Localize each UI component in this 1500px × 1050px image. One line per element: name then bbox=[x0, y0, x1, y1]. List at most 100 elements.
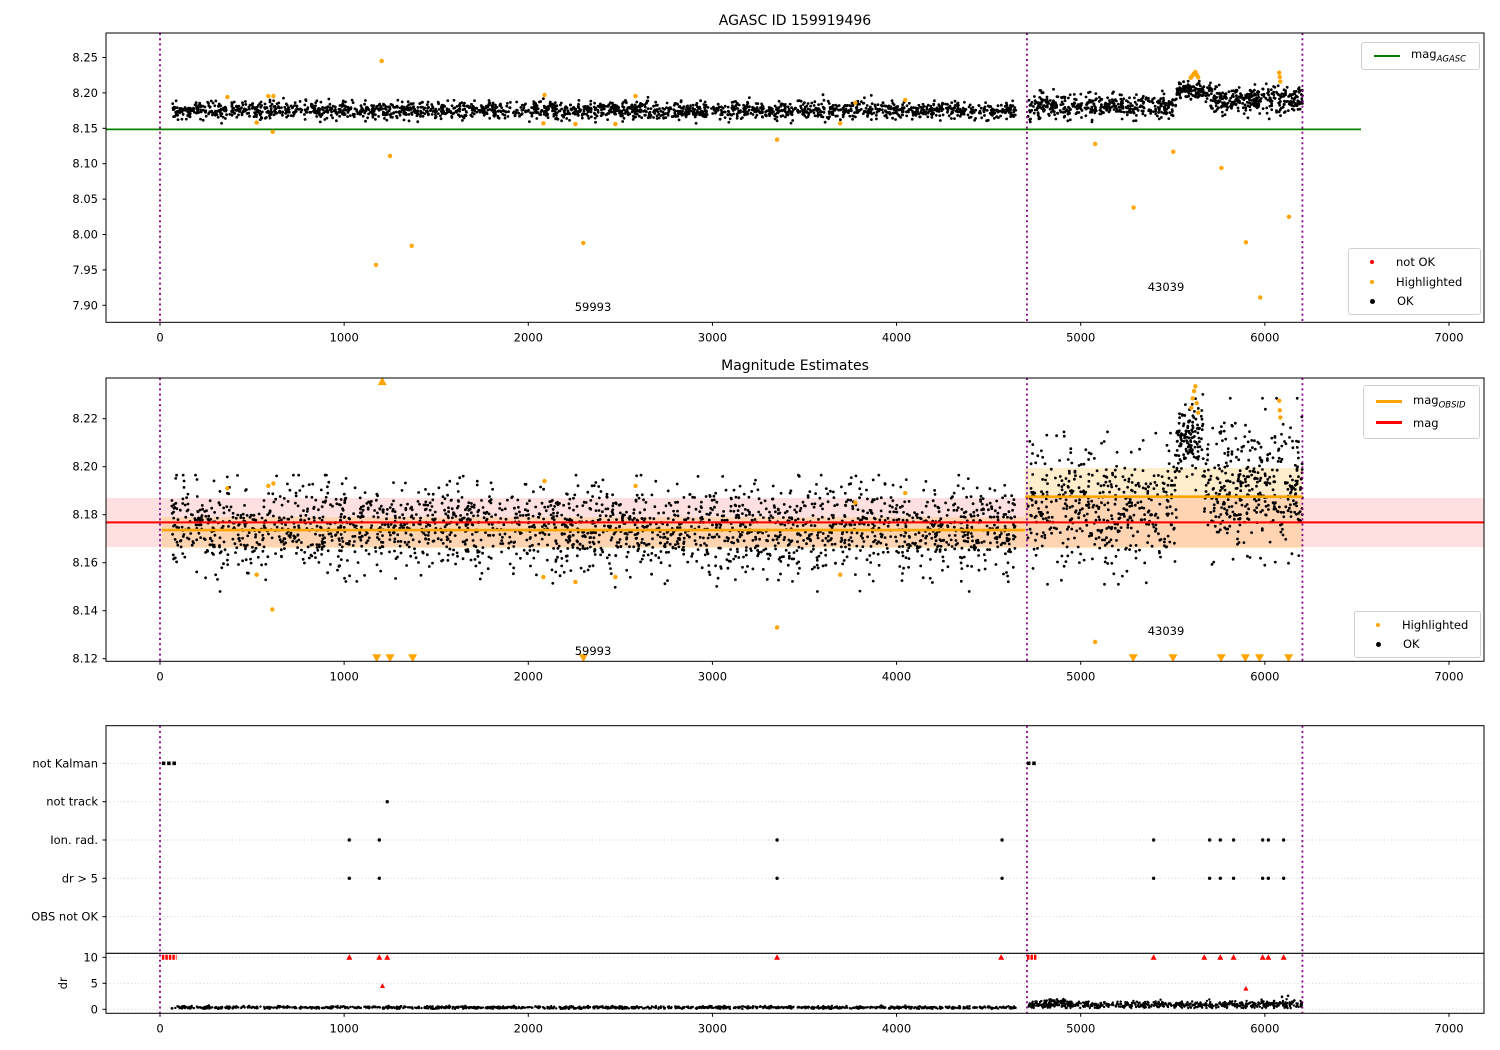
ok-point bbox=[703, 109, 707, 113]
ok-point bbox=[1094, 109, 1098, 113]
ok-point bbox=[1004, 552, 1007, 556]
ok-point bbox=[199, 117, 202, 121]
ok-point bbox=[465, 506, 469, 510]
ok-point bbox=[757, 552, 760, 556]
ok-point bbox=[274, 107, 278, 111]
ok-point bbox=[472, 506, 476, 509]
ok-point bbox=[604, 514, 608, 518]
ok-point bbox=[1278, 103, 1281, 107]
y-tick-label: 8.20 bbox=[72, 86, 98, 100]
ok-point bbox=[665, 541, 669, 544]
ok-point bbox=[767, 112, 771, 116]
ok-point bbox=[671, 545, 675, 549]
ok-point bbox=[851, 114, 855, 118]
ok-point bbox=[1191, 85, 1195, 89]
ok-point bbox=[737, 109, 741, 113]
ok-point bbox=[441, 531, 445, 535]
ok-point bbox=[832, 514, 835, 517]
ok-point bbox=[427, 113, 430, 117]
ok-point bbox=[985, 503, 989, 507]
ok-point bbox=[842, 108, 846, 112]
ok-point bbox=[341, 507, 344, 511]
ok-point bbox=[554, 558, 558, 562]
highlighted-point bbox=[1131, 205, 1136, 210]
ok-point bbox=[874, 107, 878, 111]
ok-point bbox=[735, 116, 739, 120]
ok-point bbox=[741, 512, 744, 515]
ok-point bbox=[941, 113, 945, 117]
ok-point bbox=[1098, 112, 1102, 116]
ok-point bbox=[574, 473, 578, 477]
ok-point bbox=[849, 476, 853, 479]
ok-point bbox=[1270, 108, 1274, 112]
ok-point bbox=[277, 101, 281, 105]
ok-point bbox=[640, 537, 644, 541]
ok-point bbox=[718, 526, 722, 529]
ok-point bbox=[441, 541, 445, 545]
ok-point bbox=[272, 500, 276, 504]
ok-point bbox=[929, 558, 932, 561]
ok-point bbox=[952, 491, 956, 495]
ok-point bbox=[429, 109, 432, 112]
ok-point bbox=[400, 489, 404, 492]
ok-point bbox=[560, 119, 563, 123]
ok-point bbox=[871, 579, 875, 583]
ok-point bbox=[1186, 79, 1190, 83]
highlighted-point bbox=[1092, 141, 1098, 147]
ok-point bbox=[340, 112, 344, 115]
ok-point bbox=[1056, 111, 1059, 115]
ok-point bbox=[576, 546, 579, 550]
ok-point bbox=[334, 497, 338, 501]
ok-point bbox=[221, 115, 225, 119]
ok-point bbox=[520, 103, 524, 107]
ok-point bbox=[193, 110, 196, 114]
ok-point bbox=[176, 118, 180, 121]
ok-point bbox=[907, 565, 910, 569]
ok-point bbox=[1048, 99, 1052, 102]
ok-point bbox=[512, 545, 516, 548]
ok-point bbox=[514, 512, 518, 516]
ok-point bbox=[210, 539, 214, 543]
ok-point bbox=[876, 103, 880, 106]
ok-point bbox=[422, 531, 425, 535]
ok-point bbox=[360, 544, 364, 548]
ok-point bbox=[560, 557, 564, 560]
ok-point bbox=[201, 507, 205, 511]
ok-point bbox=[662, 116, 666, 120]
highlighted-point bbox=[613, 121, 618, 127]
ok-point bbox=[657, 116, 661, 120]
ok-point bbox=[392, 106, 396, 109]
ok-point bbox=[889, 496, 893, 499]
ok-point bbox=[221, 524, 225, 528]
ok-point bbox=[1115, 99, 1118, 103]
ok-point bbox=[611, 101, 614, 105]
ok-point bbox=[186, 492, 190, 496]
ok-point bbox=[914, 113, 918, 117]
ok-point bbox=[286, 482, 289, 486]
ok-point bbox=[843, 541, 847, 545]
ok-point bbox=[841, 550, 845, 554]
ok-point bbox=[870, 512, 874, 515]
ok-point bbox=[829, 489, 832, 493]
ok-point bbox=[473, 109, 476, 113]
ok-point bbox=[594, 481, 598, 484]
ok-point bbox=[451, 553, 455, 556]
ok-point bbox=[244, 558, 248, 562]
ok-point bbox=[1156, 106, 1160, 109]
ok-point bbox=[367, 552, 371, 556]
ok-point bbox=[218, 108, 222, 112]
ok-point bbox=[243, 504, 246, 507]
ok-point bbox=[303, 103, 307, 107]
ok-point bbox=[554, 570, 558, 574]
ok-point bbox=[642, 541, 646, 545]
ok-point bbox=[229, 505, 233, 509]
ok-point bbox=[790, 106, 793, 109]
ok-point bbox=[714, 526, 718, 529]
ok-point bbox=[937, 510, 941, 514]
ok-point bbox=[817, 103, 820, 106]
ok-point bbox=[506, 101, 509, 105]
ok-point bbox=[1272, 85, 1275, 88]
ok-point bbox=[293, 101, 297, 105]
ok-point bbox=[452, 548, 455, 552]
ok-point bbox=[375, 563, 379, 567]
